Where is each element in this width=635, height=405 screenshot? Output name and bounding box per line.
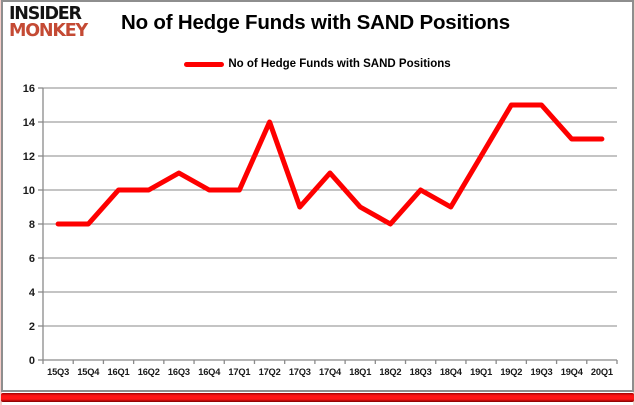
svg-text:19Q3: 19Q3 <box>531 367 553 377</box>
svg-text:2: 2 <box>29 321 35 333</box>
svg-text:19Q2: 19Q2 <box>500 367 522 377</box>
svg-text:16Q3: 16Q3 <box>168 367 190 377</box>
svg-text:18Q4: 18Q4 <box>440 367 463 377</box>
svg-text:16Q1: 16Q1 <box>108 367 130 377</box>
logo-monkey-text: MONKEY <box>9 21 88 42</box>
svg-text:18Q2: 18Q2 <box>379 367 401 377</box>
svg-text:8: 8 <box>29 219 35 231</box>
x-axis-labels: 15Q3 15Q4 16Q1 16Q2 16Q3 16Q4 17Q1 17Q2 17Q3 17Q4… <box>47 367 613 377</box>
svg-text:20Q1: 20Q1 <box>591 367 613 377</box>
chart-title: No of Hedge Funds with SAND Positions <box>121 11 510 34</box>
legend-line-swatch <box>184 61 225 67</box>
svg-text:17Q2: 17Q2 <box>259 367 281 377</box>
svg-text:0: 0 <box>29 355 35 367</box>
svg-text:16: 16 <box>23 83 35 95</box>
svg-text:17Q3: 17Q3 <box>289 367 311 377</box>
insider-monkey-logo: INSIDER MONKEY <box>9 4 88 42</box>
svg-text:15Q3: 15Q3 <box>47 367 69 377</box>
gridlines <box>43 87 617 361</box>
y-axis-labels: 0 2 4 6 8 10 12 14 16 <box>23 83 36 367</box>
svg-text:4: 4 <box>29 287 36 299</box>
axes <box>38 87 618 364</box>
svg-text:19Q4: 19Q4 <box>561 367 584 377</box>
svg-text:16Q2: 16Q2 <box>138 367 160 377</box>
svg-text:14: 14 <box>23 117 36 129</box>
svg-text:10: 10 <box>23 185 35 197</box>
svg-text:19Q1: 19Q1 <box>470 367 492 377</box>
logo-insider-text: INSIDER <box>9 4 82 24</box>
svg-text:6: 6 <box>29 253 35 265</box>
svg-text:18Q3: 18Q3 <box>410 367 432 377</box>
legend: No of Hedge Funds with SAND Positions <box>0 58 635 70</box>
svg-text:17Q1: 17Q1 <box>228 367 250 377</box>
svg-text:17Q4: 17Q4 <box>319 367 342 377</box>
series-line <box>55 102 605 227</box>
svg-text:16Q4: 16Q4 <box>198 367 221 377</box>
bottom-red-bar <box>1 393 634 402</box>
svg-text:15Q4: 15Q4 <box>77 367 100 377</box>
svg-text:12: 12 <box>23 151 35 163</box>
svg-text:18Q1: 18Q1 <box>349 367 371 377</box>
legend-label: No of Hedge Funds with SAND Positions <box>228 58 451 70</box>
